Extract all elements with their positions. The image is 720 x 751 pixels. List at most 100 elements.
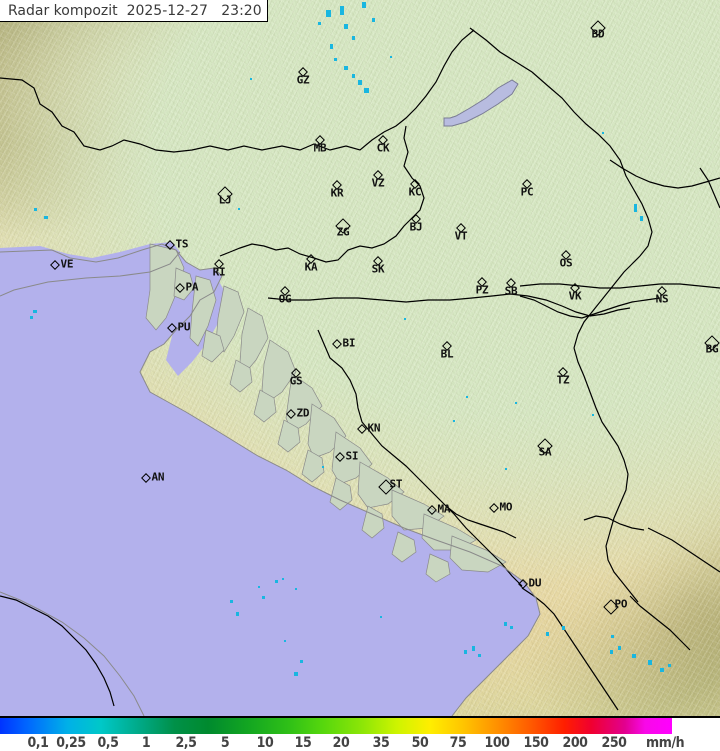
city-marker-vt[interactable]: VT [455,223,468,242]
city-marker-bl[interactable]: BL [441,341,454,360]
colorbar-tick-1: 1 [141,735,151,751]
city-label: ST [389,477,403,491]
city-marker-ma[interactable]: MA [427,504,450,515]
city-label: KR [330,186,344,200]
city-marker-pz[interactable]: PZ [476,277,489,296]
radar-echo-pixel [262,596,265,599]
radar-echo-pixel [326,10,331,17]
colorbar-tick-200: 200 [562,735,588,751]
radar-echo-pixel [340,6,344,15]
city-marker-si[interactable]: SI [335,451,358,462]
radar-echo-pixel [602,132,604,134]
radar-echo-pixel [236,612,239,616]
city-marker-og[interactable]: OG [279,286,292,305]
city-marker-pa[interactable]: PA [175,282,198,293]
city-marker-vk[interactable]: VK [569,283,582,302]
city-label: MB [313,141,327,155]
city-marker-ve[interactable]: VE [50,259,73,270]
radar-echo-pixel [634,204,637,212]
title-bar: Radar kompozit 2025-12-27 23:20 [0,0,268,22]
radar-echo-pixel [380,616,382,618]
colorbar-tick-50: 50 [411,735,429,751]
city-marker-tz[interactable]: TZ [557,367,570,386]
radar-echo-pixel [505,468,507,470]
city-marker-gs[interactable]: GS [290,368,303,387]
city-label: LJ [218,193,232,207]
radar-echo-pixel [640,216,643,221]
city-marker-pu[interactable]: PU [167,322,190,333]
radar-echo-pixel [364,88,369,93]
city-marker-os[interactable]: OS [560,250,573,269]
colorbar-tick-labels: 0,1 0,25 0,5 1 2,5 5 10 15 20 35 50 75 100 150 200 250 m… [0,735,720,751]
radar-echo-pixel [30,316,33,319]
city-label: GZ [296,73,310,87]
city-marker-pc[interactable]: PC [521,179,534,198]
colorbar-tick-100: 100 [484,735,510,751]
city-marker-an[interactable]: AN [141,472,164,483]
city-label: ZG [336,225,350,239]
city-marker-kc[interactable]: KC [409,179,422,198]
city-label: SB [504,284,518,298]
radar-echo-pixel [464,650,467,654]
radar-echo-pixel [372,18,375,22]
diamond-icon [167,323,177,333]
radar-echo-pixel [618,646,621,650]
radar-echo-pixel [344,24,348,29]
radar-echo-pixel [466,396,468,398]
dalmatian-islands [145,243,507,583]
diamond-icon [286,409,296,419]
radar-echo-pixel [34,208,37,211]
radar-echo-pixel [258,586,260,588]
city-marker-sk[interactable]: SK [372,256,385,275]
city-marker-vz[interactable]: VZ [372,170,385,189]
radar-echo-pixel [404,318,406,320]
radar-echo-pixel [611,635,614,638]
radar-echo-pixel [284,640,286,642]
city-marker-ri[interactable]: RI [213,259,226,278]
radar-echo-pixel [294,672,298,676]
city-marker-ns[interactable]: NS [656,286,669,305]
colorbar-tick-0-5: 0,5 [97,735,119,751]
diamond-icon [141,473,151,483]
city-marker-kn[interactable]: KN [357,423,380,434]
city-marker-bd[interactable]: BD [590,20,606,40]
city-marker-gz[interactable]: GZ [297,67,310,86]
city-marker-du[interactable]: DU [518,578,541,589]
radar-echo-pixel [330,44,333,49]
radar-coverage-overlay [0,79,540,716]
city-label: KC [408,185,422,199]
colorbar-tick-5: 5 [220,735,230,751]
city-marker-ts[interactable]: TS [165,239,188,250]
city-label: ZD [296,406,310,420]
radar-echo-pixel [472,646,475,651]
radar-echo-pixel [504,622,507,626]
diamond-icon [50,260,60,270]
city-marker-mo[interactable]: MO [489,502,512,513]
city-marker-kr[interactable]: KR [331,180,344,199]
radar-echo-pixel [362,2,366,8]
city-marker-zg[interactable]: ZG [335,218,351,238]
city-marker-bj[interactable]: BJ [410,214,423,233]
radar-echo-pixel [230,600,233,603]
radar-map[interactable]: BD GZ MB CK VZ KR KC PC LJ BJ ZG VT TS KA SK OS RI VE SB PZ… [0,0,720,716]
city-marker-sa[interactable]: SA [537,438,553,458]
city-marker-ka[interactable]: KA [305,254,318,273]
city-marker-bi[interactable]: BI [332,338,355,349]
city-marker-zd[interactable]: ZD [286,408,309,419]
radar-echo-pixel [322,466,324,468]
city-marker-po[interactable]: PO [603,599,627,615]
city-marker-ck[interactable]: CK [377,135,390,154]
radar-echo-pixel [44,216,48,219]
city-marker-mb[interactable]: MB [314,135,327,154]
political-borders [0,27,720,716]
city-label: BG [705,342,719,356]
colorbar-tick-20: 20 [332,735,350,751]
city-marker-sb[interactable]: SB [505,278,518,297]
radar-echo-pixel [238,208,240,210]
legend-panel: 0,1 0,25 0,5 1 2,5 5 10 15 20 35 50 75 100 150 200 250 m… [0,716,720,751]
city-marker-lj[interactable]: LJ [217,186,233,206]
city-marker-st[interactable]: ST [378,479,402,495]
city-marker-bg[interactable]: BG [704,335,720,355]
colorbar-unit-label: mm/h [646,735,685,751]
